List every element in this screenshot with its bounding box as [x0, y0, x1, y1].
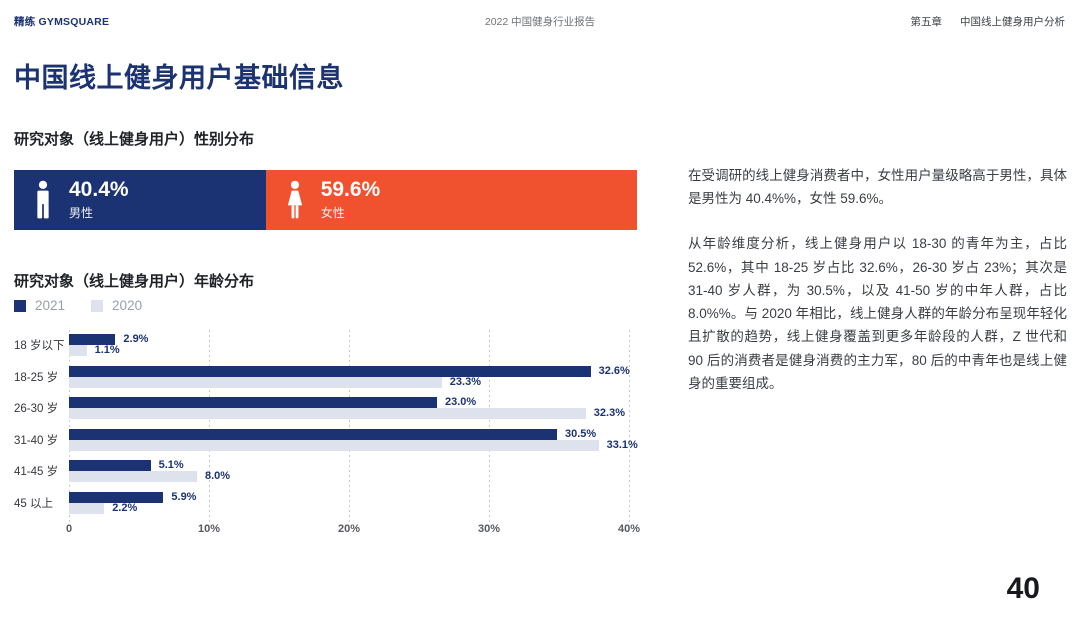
legend-swatch-2020 — [91, 299, 104, 312]
plot-area: 2.9% 1.1% 32.6% 23.3% 23.0% 32.3% 30.5% 33.1% 5.… — [66, 330, 659, 535]
bar-line-2020: 2.2% — [69, 501, 659, 514]
bar-2021 — [69, 365, 591, 377]
male-percentage: 40.4% — [69, 177, 129, 201]
bar-line-2021: 5.1% — [69, 460, 659, 471]
age-bar-row: 30.5% 33.1% — [69, 427, 659, 451]
category-axis: 18 岁以下 18-25 岁 26-30 岁 31-40 岁 41-45 岁 45 以上 — [14, 330, 69, 523]
gridline — [629, 330, 630, 525]
x-axis-tick: 30% — [477, 523, 501, 535]
page-number: 40 — [1006, 572, 1040, 605]
category-label: 31-40 岁 — [14, 434, 59, 447]
male-label: 男性 — [69, 206, 94, 221]
gridline — [209, 330, 210, 525]
page-title: 中国线上健身用户基础信息 — [14, 63, 344, 93]
category-label: 18-25 岁 — [14, 371, 59, 384]
bar-line-2020: 33.1% — [69, 438, 659, 451]
chapter-title: 中国线上健身用户分析 — [960, 16, 1065, 28]
bar-2021 — [69, 334, 116, 345]
legend-swatch-2021 — [14, 299, 26, 312]
male-icon — [37, 180, 49, 219]
bar-value-label: 8.0% — [205, 470, 231, 482]
bar-2021 — [69, 491, 164, 503]
gridline — [69, 330, 70, 525]
age-bar-row: 23.0% 32.3% — [69, 397, 659, 419]
bar-2020 — [69, 376, 442, 388]
bar-2020 — [69, 471, 197, 482]
legend-item-2021: 2021 — [14, 298, 65, 313]
bar-line-2020: 32.3% — [69, 408, 659, 419]
female-segment: 59.6% 女性 — [265, 170, 637, 230]
bar-line-2021: 2.9% — [69, 334, 659, 345]
male-segment: 40.4% 男性 — [14, 170, 266, 230]
bar-2020 — [69, 408, 586, 419]
brand-logo-text: 精练 GYMSQUARE — [14, 16, 110, 28]
bar-2020 — [69, 439, 599, 451]
bar-line-2021: 30.5% — [69, 427, 659, 440]
category-label: 26-30 岁 — [14, 403, 59, 415]
x-axis: 0 10% 20% 30% 40% — [65, 523, 659, 537]
x-axis-tick: 0 — [65, 523, 73, 535]
bar-value-label: 33.1% — [606, 438, 638, 451]
bar-value-label: 23.3% — [449, 375, 481, 388]
legend-label-2020: 2020 — [112, 298, 143, 313]
chapter-number: 第五章 — [910, 16, 943, 28]
bar-line-2020: 1.1% — [69, 345, 659, 356]
bar-2021 — [69, 428, 557, 440]
x-axis-tick: 10% — [197, 523, 221, 535]
gender-split-bar: 40.4% 男性 59.6% 女性 — [14, 170, 637, 230]
commentary-text: 在受调研的线上健身消费者中，女性用户量级略高于男性，具体是男性为 40.4%%，… — [688, 164, 1067, 395]
commentary-paragraph-1: 在受调研的线上健身消费者中，女性用户量级略高于男性，具体是男性为 40.4%%，… — [688, 168, 1067, 207]
age-bar-row: 32.6% 23.3% — [69, 364, 659, 388]
x-axis-tick: 20% — [337, 523, 361, 535]
female-percentage: 59.6% — [320, 177, 381, 201]
chapter-label: 第五章 中国线上健身用户分析 — [911, 14, 1066, 29]
bar-value-label: 23.0% — [445, 396, 477, 408]
age-bar-row: 2.9% 1.1% — [69, 334, 659, 356]
legend-label-2021: 2021 — [35, 298, 66, 313]
age-bar-row: 5.9% 2.2% — [69, 490, 659, 514]
commentary-paragraph-2: 从年龄维度分析，线上健身用户以 18-30 的青年为主，占比 52.6%，其中 … — [688, 236, 1067, 391]
bar-line-2021: 23.0% — [69, 397, 659, 408]
x-axis-tick: 40% — [617, 523, 641, 535]
bar-value-label: 2.2% — [112, 501, 138, 514]
bar-value-label: 32.3% — [593, 407, 625, 419]
gender-section-title: 研究对象（线上健身用户）性别分布 — [14, 131, 255, 148]
category-label: 45 以上 — [14, 497, 53, 510]
bar-2021 — [69, 460, 151, 471]
report-title: 2022 中国健身行业报告 — [484, 16, 596, 28]
female-label: 女性 — [320, 206, 345, 221]
female-stats: 59.6% 女性 — [320, 177, 381, 221]
bar-value-label: 30.5% — [565, 427, 597, 440]
bar-2021 — [69, 397, 437, 408]
chart-legend: 2021 2020 — [14, 298, 142, 313]
page-header: 精练 GYMSQUARE 2022 中国健身行业报告 第五章 中国线上健身用户分析 — [0, 14, 1080, 30]
bar-2020 — [69, 502, 105, 514]
male-stats: 40.4% 男性 — [69, 177, 129, 221]
age-bar-row: 5.1% 8.0% — [69, 460, 659, 482]
legend-item-2020: 2020 — [91, 298, 142, 313]
gridline — [349, 330, 350, 525]
bar-value-label: 32.6% — [598, 364, 630, 377]
category-label: 41-45 岁 — [14, 466, 59, 478]
bar-line-2020: 23.3% — [69, 375, 659, 388]
bar-value-label: 5.1% — [158, 459, 184, 471]
bar-line-2020: 8.0% — [69, 471, 659, 482]
bar-line-2021: 32.6% — [69, 364, 659, 377]
bar-value-label: 2.9% — [123, 333, 149, 345]
bar-value-label: 5.9% — [171, 490, 197, 503]
category-label: 18 岁以下 — [14, 340, 65, 352]
age-distribution-chart: 18 岁以下 18-25 岁 26-30 岁 31-40 岁 41-45 岁 45 以上 … — [14, 330, 659, 535]
bar-value-label: 1.1% — [94, 344, 120, 356]
bar-line-2021: 5.9% — [69, 490, 659, 503]
age-section-title: 研究对象（线上健身用户）年龄分布 — [14, 273, 255, 290]
female-icon — [287, 180, 302, 219]
bar-2020 — [69, 345, 87, 356]
gridline — [489, 330, 490, 525]
